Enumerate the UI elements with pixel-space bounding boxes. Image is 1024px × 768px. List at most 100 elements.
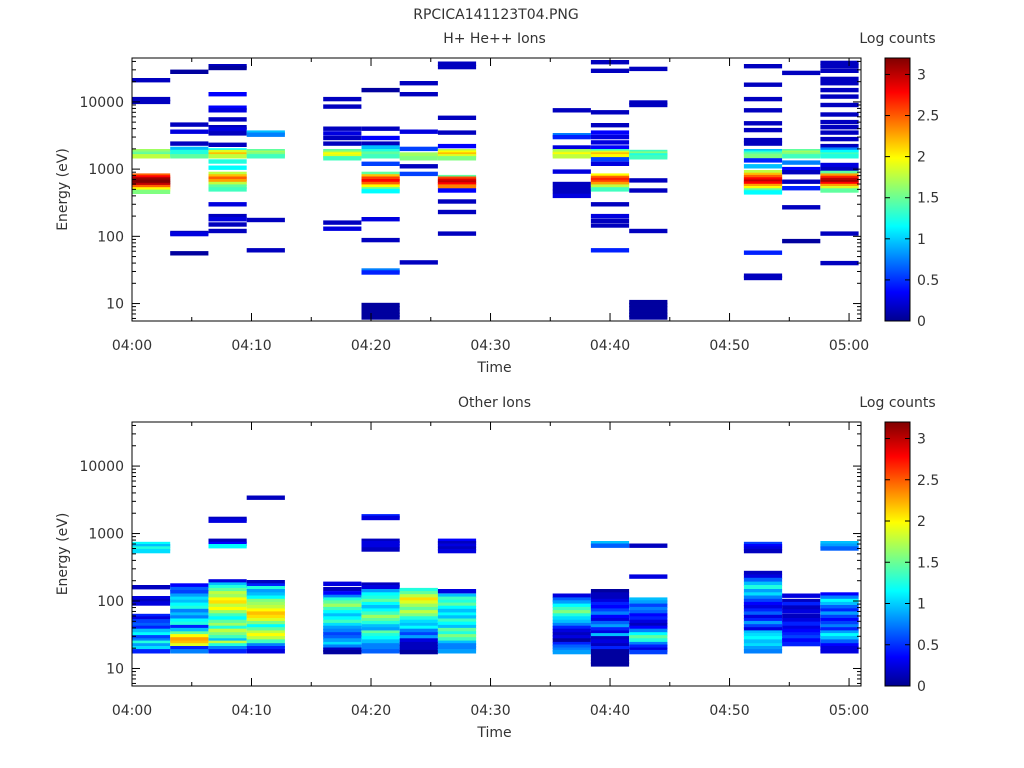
- heatmap-cell: [170, 154, 209, 159]
- heatmap-cell: [361, 87, 400, 93]
- heatmap-cell: [361, 624, 400, 629]
- heatmap-cell: [208, 65, 247, 71]
- heatmap-cell: [208, 610, 247, 615]
- heatmap-cell: [437, 199, 477, 204]
- heatmap-cell: [590, 656, 630, 661]
- heatmap-cell: [323, 603, 362, 608]
- heatmap-cell: [590, 589, 630, 594]
- colorbar-tick-label: 3: [917, 67, 926, 83]
- heatmap-cell: [361, 179, 400, 184]
- heatmap-cell: [246, 614, 285, 620]
- heatmap-cell: [552, 193, 591, 199]
- heatmap-cell: [629, 102, 668, 108]
- panel-title: H+ He++ Ions: [443, 31, 546, 47]
- panel-title: Other Ions: [458, 395, 531, 411]
- heatmap-cell: [208, 165, 247, 170]
- heatmap-cell: [323, 220, 362, 225]
- y-tick-label: 10000: [79, 459, 124, 475]
- heatmap-cell: [782, 605, 821, 610]
- heatmap-cell: [552, 603, 591, 608]
- heatmap-cell: [323, 638, 362, 643]
- heatmap-cell: [208, 149, 247, 155]
- heatmap-cell: [552, 189, 591, 194]
- heatmap-cell: [782, 238, 821, 244]
- heatmap-cell: [590, 652, 630, 657]
- heatmap-cell: [399, 641, 438, 647]
- heatmap-cell: [132, 625, 171, 631]
- heatmap-cell: [743, 589, 783, 594]
- heatmap-cell: [743, 164, 783, 169]
- heatmap-cell: [246, 586, 285, 591]
- heatmap-cell: [437, 541, 477, 546]
- heatmap-cell: [782, 154, 821, 159]
- heatmap-cell: [552, 593, 591, 598]
- heatmap-cell: [208, 154, 247, 159]
- y-tick-label: 100: [97, 229, 124, 245]
- heatmap-cell: [132, 619, 171, 624]
- heatmap-cell: [246, 611, 285, 616]
- colorbar-tick-label: 1: [917, 597, 926, 613]
- heatmap-cell: [132, 585, 171, 590]
- heatmap-cell: [820, 646, 859, 651]
- heatmap-cell: [361, 627, 400, 632]
- heatmap-cell: [361, 315, 400, 320]
- heatmap-cell: [132, 99, 171, 105]
- heatmap-cell: [629, 628, 668, 634]
- heatmap-cell: [820, 620, 859, 626]
- heatmap-cell: [629, 622, 668, 628]
- heatmap-cell: [820, 633, 859, 638]
- heatmap-cell: [208, 582, 247, 587]
- heatmap-cell: [629, 178, 668, 183]
- heatmap-cell: [323, 156, 362, 161]
- colorbar: 0 0.5 1 1.5 2 2.5 3 Log counts: [859, 395, 939, 695]
- heatmap-cell: [820, 102, 859, 108]
- heatmap-cell: [552, 597, 591, 602]
- heatmap-cell: [399, 610, 438, 615]
- heatmap-cell: [399, 171, 438, 177]
- heatmap-cell: [743, 96, 783, 102]
- heatmap-cell: [782, 609, 821, 614]
- heatmap-cell: [437, 612, 477, 617]
- y-axis-label: Energy (eV): [55, 148, 71, 231]
- heatmap-cell: [552, 647, 591, 652]
- heatmap-cell: [437, 649, 477, 654]
- heatmap-cell: [208, 142, 247, 147]
- heatmap-cell: [208, 646, 247, 651]
- heatmap-cell: [361, 605, 400, 610]
- heatmap-cell: [437, 130, 477, 135]
- heatmap-cell: [820, 186, 859, 191]
- heatmap-cell: [323, 591, 362, 596]
- heatmap-cell: [629, 600, 668, 605]
- heatmap-cell: [361, 592, 400, 597]
- heatmap-cell: [208, 594, 247, 599]
- heatmap-cell: [246, 589, 285, 594]
- heatmap-cell: [820, 162, 859, 168]
- heatmap-cell: [743, 598, 783, 604]
- heatmap-cell: [552, 181, 591, 187]
- heatmap-cell: [552, 186, 591, 191]
- heatmap-cell: [399, 156, 438, 161]
- heatmap-cell: [399, 587, 438, 593]
- figure-title: RPCICA141123T04.PNG: [413, 7, 578, 23]
- heatmap-cell: [246, 605, 285, 610]
- heatmap-cell: [170, 590, 209, 595]
- heatmap-cell: [132, 628, 171, 634]
- heatmap-cell: [132, 596, 171, 601]
- heatmap-cell: [820, 546, 859, 551]
- y-tick-label: 10: [106, 297, 124, 313]
- heatmap-cell: [552, 625, 591, 631]
- x-tick-label: 04:40: [590, 338, 630, 354]
- heatmap-cell: [590, 662, 630, 667]
- heatmap-cell: [743, 141, 783, 146]
- heatmap-cell: [399, 613, 438, 618]
- heatmap-cell: [399, 616, 438, 621]
- colorbar-label: Log counts: [859, 31, 935, 47]
- heatmap-cell: [399, 164, 438, 169]
- heatmap-cell: [437, 615, 477, 620]
- heatmap-cell: [323, 613, 362, 618]
- heatmap-cell: [323, 600, 362, 605]
- heatmap-cell: [208, 159, 247, 164]
- heatmap-cell: [782, 638, 821, 643]
- heatmap-cell: [743, 611, 783, 616]
